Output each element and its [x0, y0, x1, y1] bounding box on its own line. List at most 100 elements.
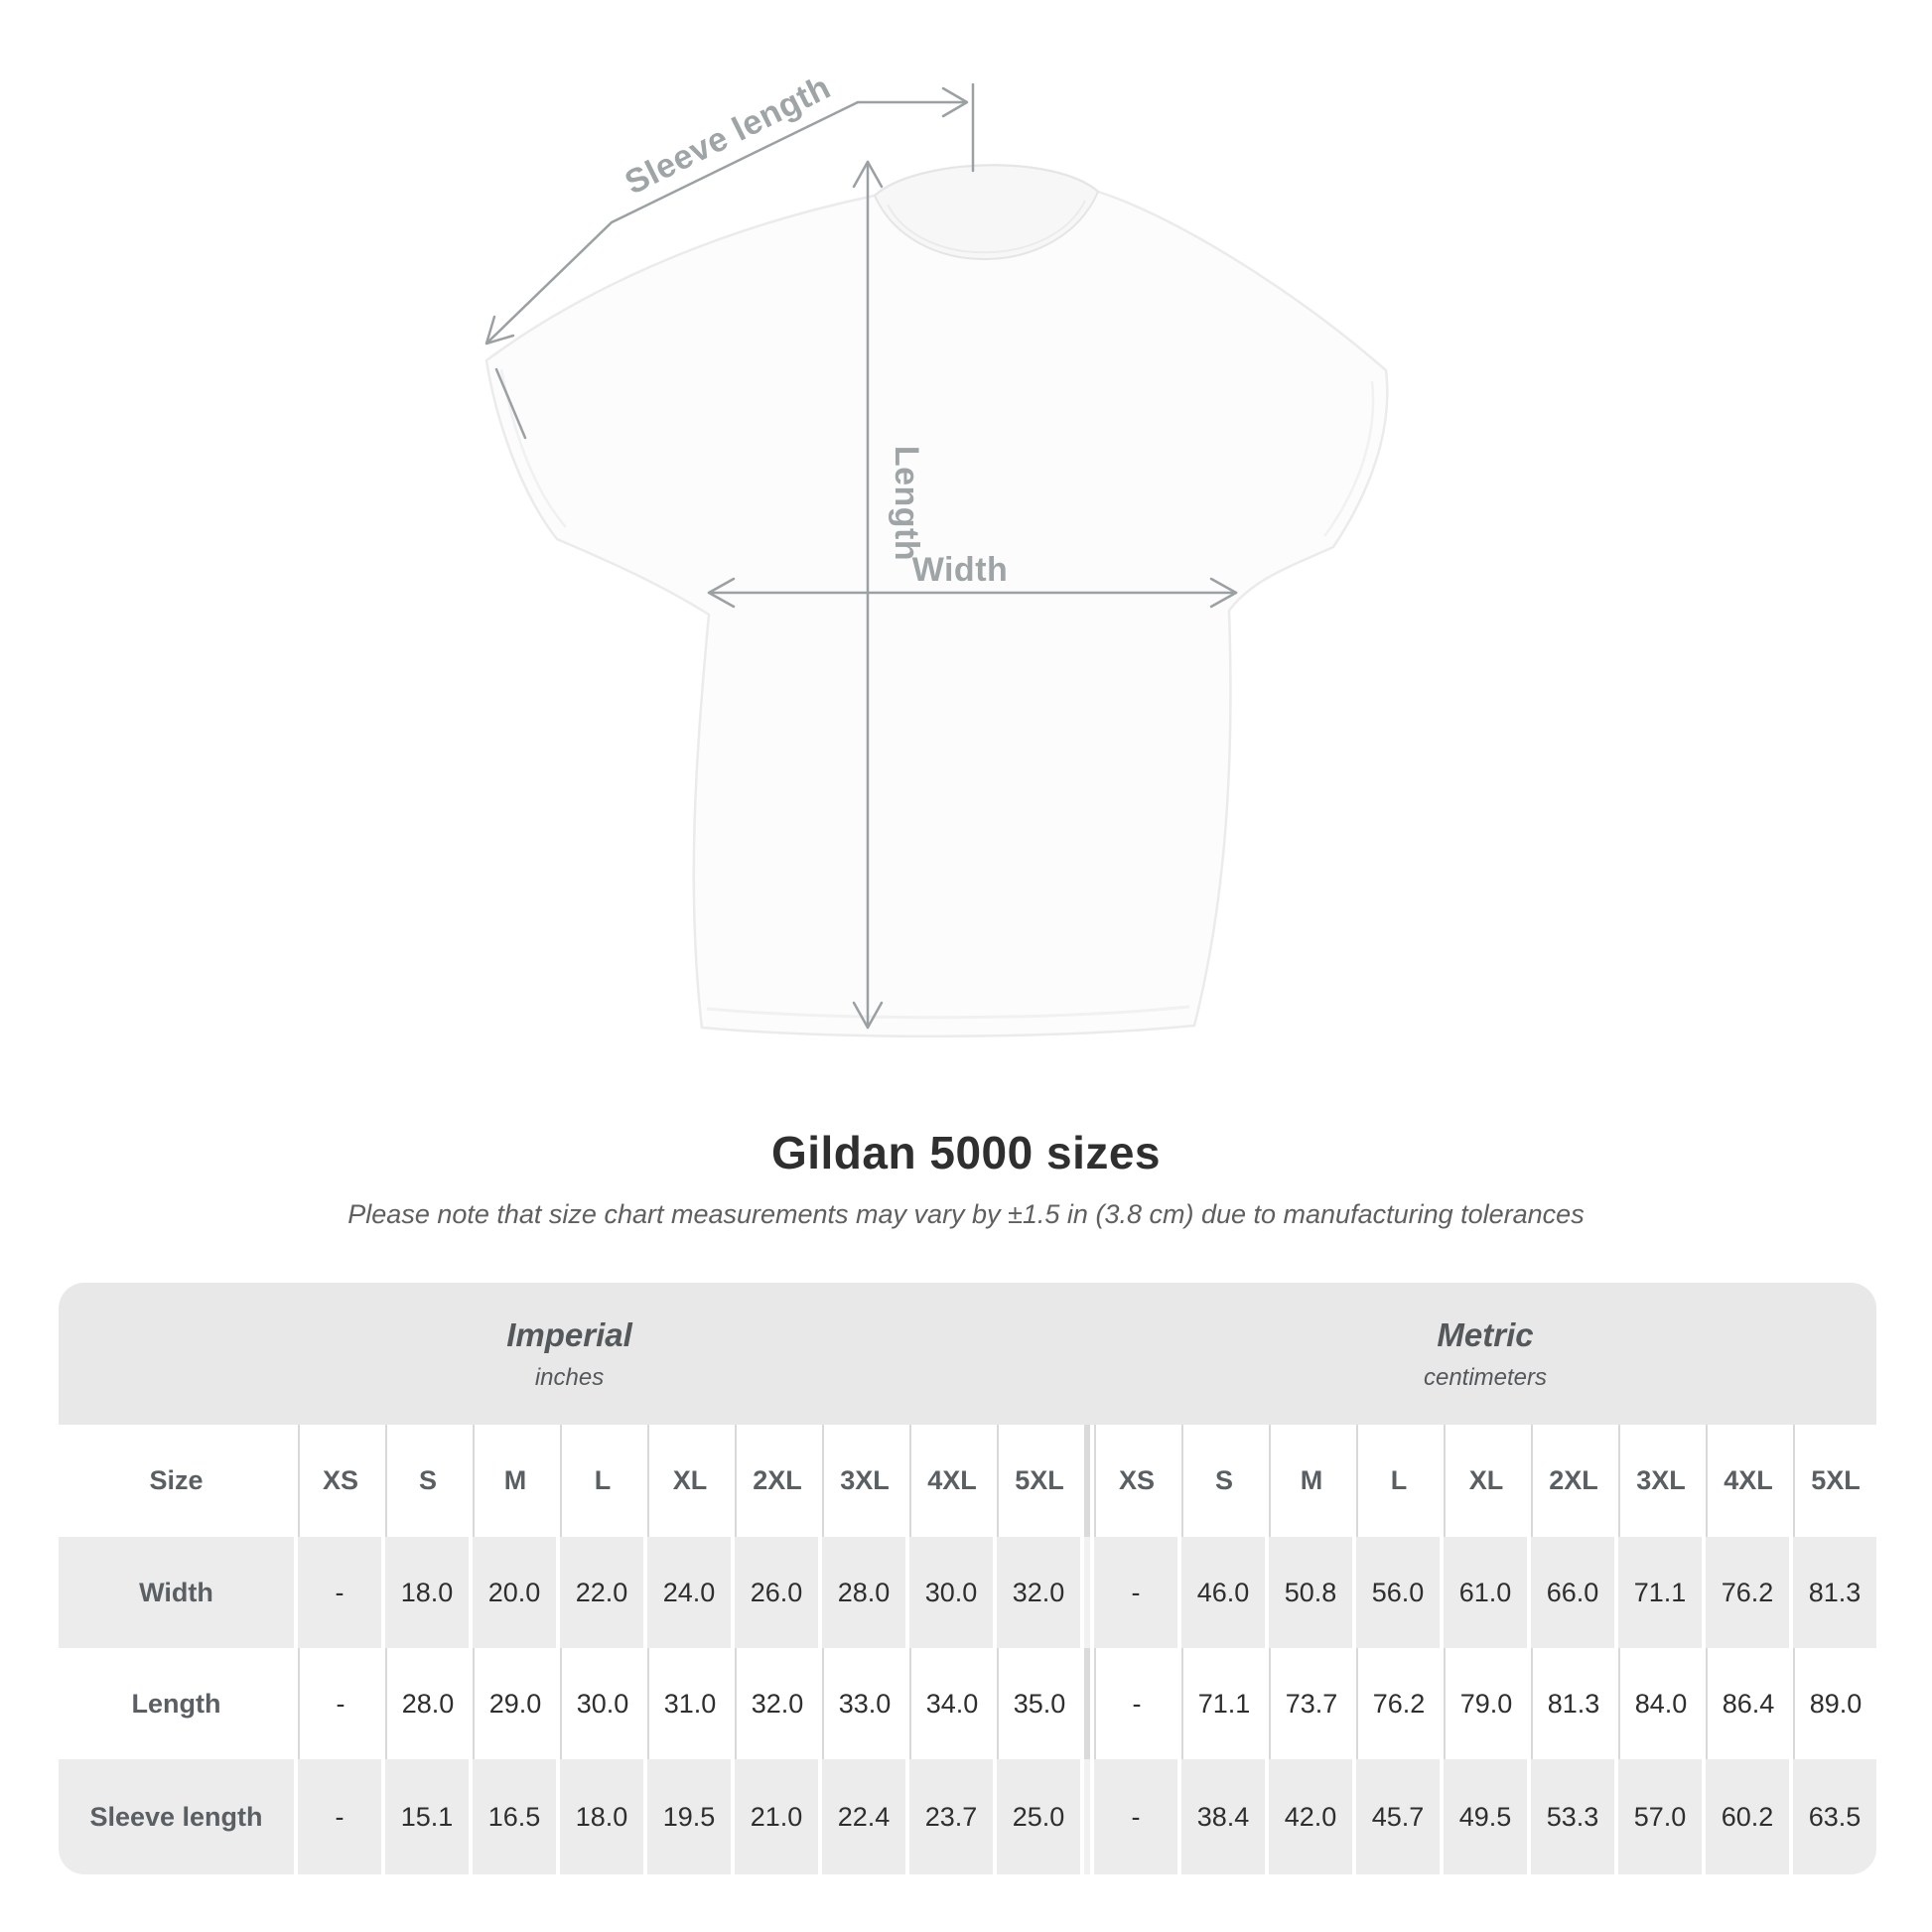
length-metric-s: 71.1 [1181, 1648, 1265, 1759]
length-imperial-5xl: 35.0 [997, 1648, 1080, 1759]
page-subtitle: Please note that size chart measurements… [347, 1199, 1585, 1229]
width-metric-xs: - [1094, 1537, 1177, 1648]
length-metric-2xl: 81.3 [1531, 1648, 1614, 1759]
sleeve-metric-4xl: 60.2 [1706, 1759, 1789, 1874]
unit-group-imperial: Imperial inches [59, 1283, 1080, 1425]
width-arrowhead-right [1209, 577, 1238, 609]
metric-size-header-5xl: 5XL [1793, 1425, 1876, 1537]
page-title: Gildan 5000 sizes [770, 1127, 1162, 1178]
width-imperial-xs: - [298, 1537, 381, 1648]
length-label: Length [888, 446, 925, 561]
length-arrowhead-top [852, 160, 884, 189]
sleeve-imperial-2xl: 21.0 [735, 1759, 818, 1874]
sleeve-metric-3xl: 57.0 [1618, 1759, 1702, 1874]
sleeve-metric-xs: - [1094, 1759, 1177, 1874]
metric-size-header-xl: XL [1444, 1425, 1527, 1537]
imperial-size-header-xs: XS [298, 1425, 381, 1537]
imperial-size-header-2xl: 2XL [735, 1425, 818, 1537]
imperial-size-header-xl: XL [647, 1425, 731, 1537]
imperial-size-header-l: L [560, 1425, 643, 1537]
sleeve-imperial-5xl: 25.0 [997, 1759, 1080, 1874]
length-imperial-2xl: 32.0 [735, 1648, 818, 1759]
sleeve-imperial-s: 15.1 [385, 1759, 469, 1874]
imperial-size-header-4xl: 4XL [909, 1425, 993, 1537]
length-metric-xs: - [1094, 1648, 1177, 1759]
width-metric-3xl: 71.1 [1618, 1537, 1702, 1648]
imperial-size-header-3xl: 3XL [822, 1425, 905, 1537]
length-imperial-l: 30.0 [560, 1648, 643, 1759]
tshirt-collar-stitch [887, 200, 1086, 254]
sleeve-length-arrow-diagonal [485, 100, 860, 345]
sleeve-imperial-l: 18.0 [560, 1759, 643, 1874]
width-metric-xl: 61.0 [1444, 1537, 1527, 1648]
group-divider [1084, 1759, 1090, 1874]
metric-size-header-l: L [1356, 1425, 1440, 1537]
sleeve-length-arrowhead-left [484, 315, 515, 345]
tshirt-right-cuff-stitch [1322, 380, 1375, 537]
length-metric-3xl: 84.0 [1618, 1648, 1702, 1759]
sleeve-imperial-m: 16.5 [473, 1759, 556, 1874]
metric-unit-label: centimeters [1423, 1363, 1548, 1391]
width-metric-l: 56.0 [1356, 1537, 1440, 1648]
size-table-grid: Size XS S M L XL 2XL 3XL 4XL 5XL XS S M … [59, 1425, 1876, 1874]
length-metric-xl: 79.0 [1444, 1648, 1527, 1759]
length-imperial-xs: - [298, 1648, 381, 1759]
length-metric-5xl: 89.0 [1793, 1648, 1876, 1759]
sleeve-metric-5xl: 63.5 [1793, 1759, 1876, 1874]
metric-size-header-4xl: 4XL [1706, 1425, 1789, 1537]
width-imperial-l: 22.0 [560, 1537, 643, 1648]
sleeve-length-arrowhead-right [941, 86, 969, 118]
length-imperial-s: 28.0 [385, 1648, 469, 1759]
sleeve-imperial-xs: - [298, 1759, 381, 1874]
width-imperial-5xl: 32.0 [997, 1537, 1080, 1648]
width-imperial-2xl: 26.0 [735, 1537, 818, 1648]
imperial-size-header-m: M [473, 1425, 556, 1537]
width-metric-s: 46.0 [1181, 1537, 1265, 1648]
size-column-header: Size [59, 1425, 294, 1537]
metric-size-header-m: M [1269, 1425, 1352, 1537]
width-metric-m: 50.8 [1269, 1537, 1352, 1648]
length-metric-4xl: 86.4 [1706, 1648, 1789, 1759]
tshirt-measurement-diagram: Sleeve length Length Width [484, 69, 1389, 1038]
length-imperial-xl: 31.0 [647, 1648, 731, 1759]
width-imperial-s: 18.0 [385, 1537, 469, 1648]
width-imperial-m: 20.0 [473, 1537, 556, 1648]
group-divider [1084, 1648, 1090, 1759]
width-label: Width [912, 551, 1009, 589]
width-imperial-4xl: 30.0 [909, 1537, 993, 1648]
group-divider [1084, 1537, 1090, 1648]
length-imperial-m: 29.0 [473, 1648, 556, 1759]
imperial-size-header-s: S [385, 1425, 469, 1537]
sleeve-imperial-4xl: 23.7 [909, 1759, 993, 1874]
sleeve-metric-xl: 49.5 [1444, 1759, 1527, 1874]
length-arrowhead-bottom [852, 1001, 884, 1030]
sleeve-metric-l: 45.7 [1356, 1759, 1440, 1874]
length-imperial-4xl: 34.0 [909, 1648, 993, 1759]
metric-size-header-2xl: 2XL [1531, 1425, 1614, 1537]
sleeve-metric-2xl: 53.3 [1531, 1759, 1614, 1874]
imperial-label: Imperial [506, 1315, 632, 1353]
tshirt-silhouette [484, 164, 1389, 1038]
sleeve-cuff-tick-line [494, 367, 527, 440]
row-label-width: Width [59, 1537, 294, 1648]
sleeve-length-label: Sleeve length [620, 69, 837, 203]
width-arrowhead-left [707, 577, 736, 609]
width-imperial-xl: 24.0 [647, 1537, 731, 1648]
group-divider [1084, 1425, 1090, 1537]
imperial-size-header-5xl: 5XL [997, 1425, 1080, 1537]
width-metric-5xl: 81.3 [1793, 1537, 1876, 1648]
imperial-unit-label: inches [534, 1363, 605, 1391]
row-label-sleeve-length: Sleeve length [59, 1759, 294, 1874]
metric-label: Metric [1437, 1315, 1534, 1353]
length-imperial-3xl: 33.0 [822, 1648, 905, 1759]
sleeve-imperial-xl: 19.5 [647, 1759, 731, 1874]
tshirt-hem-stitch [706, 1005, 1190, 1020]
metric-size-header-3xl: 3XL [1618, 1425, 1702, 1537]
width-metric-4xl: 76.2 [1706, 1537, 1789, 1648]
width-metric-2xl: 66.0 [1531, 1537, 1614, 1648]
sleeve-imperial-3xl: 22.4 [822, 1759, 905, 1874]
row-label-length: Length [59, 1648, 294, 1759]
length-metric-l: 76.2 [1356, 1648, 1440, 1759]
width-imperial-3xl: 28.0 [822, 1537, 905, 1648]
